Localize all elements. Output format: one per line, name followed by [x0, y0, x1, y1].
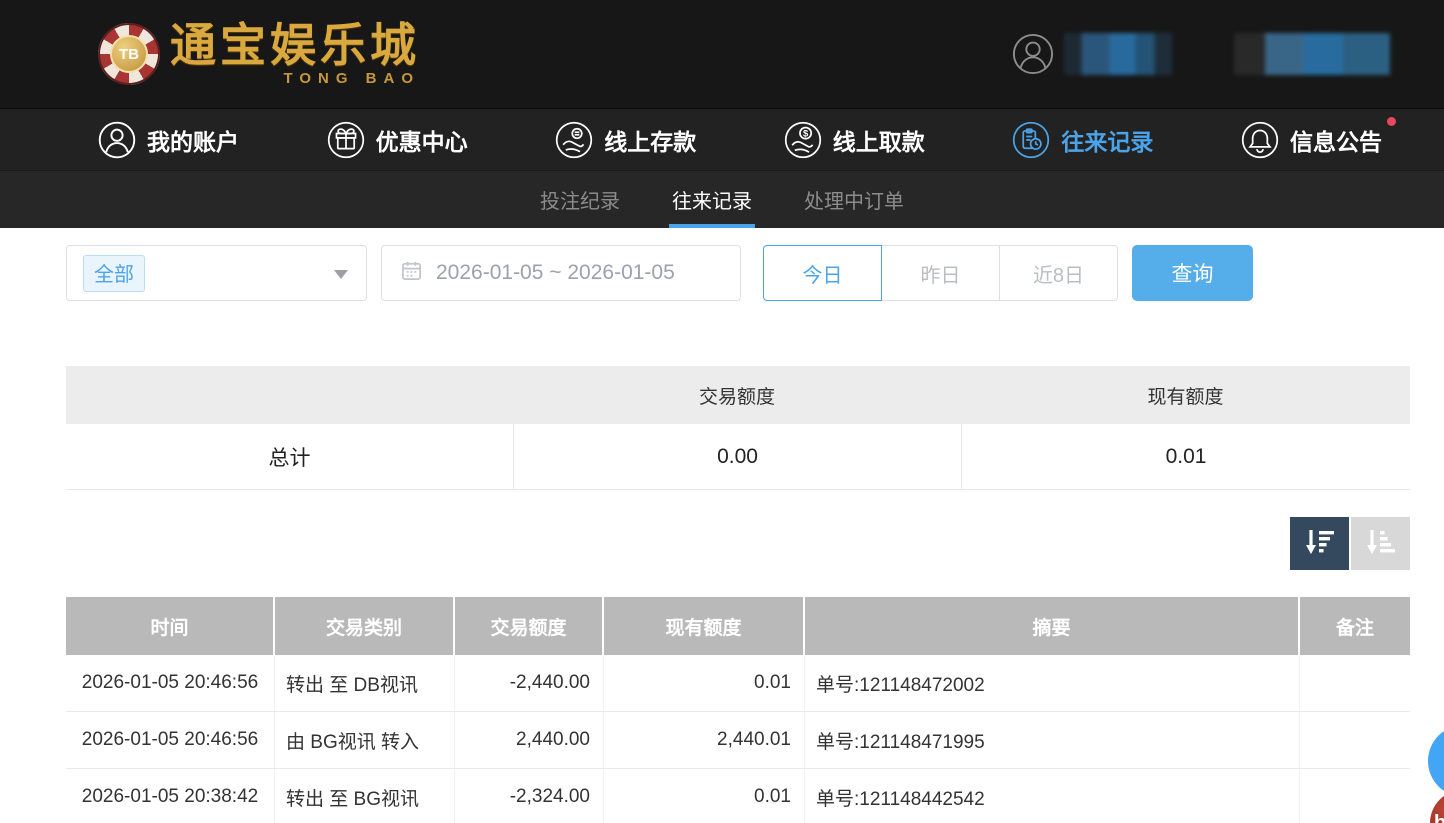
date-range-picker[interactable]: 2026-01-05 ~ 2026-01-05	[381, 245, 741, 301]
nav-item-my-account[interactable]: 我的账户	[98, 121, 239, 159]
tab-label: 投注纪录	[540, 191, 620, 213]
nav-label: 我的账户	[147, 128, 239, 155]
records-table: 时间 交易类别 交易额度 现有额度 摘要 备注 2026-01-05 20:46…	[66, 597, 1410, 823]
notification-badge	[1386, 116, 1396, 126]
sub-nav: 投注纪录 往来记录 处理中订单	[0, 170, 1444, 228]
table-row: 2026-01-05 20:46:56 由 BG视讯 转入 2,440.00 2…	[66, 712, 1410, 769]
calendar-icon	[400, 259, 423, 288]
records-header-row: 时间 交易类别 交易额度 现有额度 摘要 备注	[66, 597, 1410, 655]
records-icon	[1012, 121, 1050, 159]
sort-controls	[66, 517, 1410, 570]
nav-label: 线上存款	[604, 128, 697, 155]
cell-type: 转出 至 BG视讯	[275, 769, 455, 823]
cell-remarks	[1300, 655, 1410, 711]
service-letter: b	[1434, 811, 1444, 823]
cell-summary: 单号:121148472002	[805, 655, 1300, 711]
nav-item-promotions[interactable]: 优惠中心	[327, 121, 468, 159]
user-area	[1012, 33, 1390, 75]
brand-logo[interactable]: TB 通宝娱乐城 TONG BAO	[98, 22, 420, 87]
tab-processing-orders[interactable]: 处理中订单	[801, 171, 907, 228]
poker-chip-icon: TB	[98, 23, 160, 85]
cell-remarks	[1300, 769, 1410, 823]
brand-text: 通宝娱乐城 TONG BAO	[170, 22, 420, 87]
summary-table: 交易额度 现有额度 总计 0.00 0.01	[66, 366, 1410, 490]
deposit-icon	[555, 121, 593, 159]
summary-header-row: 交易额度 现有额度	[66, 366, 1410, 424]
nav-item-deposit[interactable]: 线上存款	[555, 121, 696, 159]
sort-asc-button[interactable]	[1351, 517, 1410, 570]
cell-type: 转出 至 DB视讯	[275, 655, 455, 711]
tab-label: 处理中订单	[804, 191, 904, 213]
topbar: TB 通宝娱乐城 TONG BAO	[0, 0, 1444, 108]
nav-label: 往来记录	[1061, 128, 1154, 155]
cell-remarks	[1300, 712, 1410, 768]
selected-type-chip: 全部	[83, 254, 145, 292]
nav-label: 线上取款	[832, 128, 925, 155]
nav-item-withdraw[interactable]: $ 线上取款	[784, 121, 925, 159]
main-nav: 我的账户 优惠中心 线上存款	[0, 108, 1444, 170]
cell-balance: 2,440.01	[604, 712, 805, 768]
censored-username	[1064, 33, 1172, 75]
svg-text:$: $	[803, 128, 809, 139]
sort-asc-icon	[1364, 527, 1398, 560]
yesterday-button[interactable]: 昨日	[881, 245, 1000, 301]
col-header-type: 交易类别	[275, 597, 455, 655]
summary-total-balance: 0.01	[961, 424, 1410, 489]
summary-header-balance: 现有额度	[1147, 386, 1224, 408]
table-row: 2026-01-05 20:38:42 转出 至 BG视讯 -2,324.00 …	[66, 769, 1410, 823]
chevron-down-icon	[334, 270, 348, 279]
summary-total-amount: 0.00	[513, 424, 961, 489]
summary-total-label: 总计	[268, 446, 311, 470]
quick-date-group: 今日 昨日 近8日	[763, 245, 1118, 301]
cell-balance: 0.01	[604, 655, 805, 711]
cell-time: 2026-01-05 20:38:42	[66, 769, 275, 823]
user-circle-icon[interactable]	[1012, 33, 1054, 75]
chip-monogram: TB	[110, 35, 148, 73]
content: 全部 2026-01-05 ~ 2026-01-05 今日 昨日 近8日 查询	[0, 245, 1444, 823]
type-dropdown[interactable]: 全部	[66, 245, 367, 301]
gift-icon	[327, 121, 365, 159]
filter-row: 全部 2026-01-05 ~ 2026-01-05 今日 昨日 近8日 查询	[66, 245, 1410, 301]
last-8-days-button[interactable]: 近8日	[999, 245, 1118, 301]
nav-label: 信息公告	[1289, 128, 1382, 155]
tab-transaction-records[interactable]: 往来记录	[669, 171, 755, 228]
nav-item-records[interactable]: 往来记录	[1012, 121, 1153, 159]
date-range-value: 2026-01-05 ~ 2026-01-05	[436, 261, 675, 284]
col-header-amount: 交易额度	[455, 597, 604, 655]
cell-balance: 0.01	[604, 769, 805, 823]
brand-name-cn: 通宝娱乐城	[170, 18, 420, 71]
cell-time: 2026-01-05 20:46:56	[66, 655, 275, 711]
sort-desc-icon	[1303, 527, 1337, 560]
cell-time: 2026-01-05 20:46:56	[66, 712, 275, 768]
today-button[interactable]: 今日	[763, 245, 882, 301]
tab-betting-records[interactable]: 投注纪录	[537, 171, 623, 228]
search-button[interactable]: 查询	[1132, 245, 1253, 301]
cell-amount: -2,440.00	[455, 655, 604, 711]
col-header-time: 时间	[66, 597, 275, 655]
col-header-balance: 现有额度	[604, 597, 805, 655]
censored-balance	[1234, 33, 1390, 75]
table-row: 2026-01-05 20:46:56 转出 至 DB视讯 -2,440.00 …	[66, 655, 1410, 712]
account-icon	[98, 121, 136, 159]
active-tab-underline	[669, 224, 755, 228]
bell-icon	[1241, 121, 1279, 159]
summary-header-amount: 交易额度	[698, 386, 775, 408]
cell-amount: -2,324.00	[455, 769, 604, 823]
tab-label: 往来记录	[672, 191, 752, 213]
summary-total-row: 总计 0.00 0.01	[66, 424, 1410, 490]
sort-desc-button[interactable]	[1290, 517, 1349, 570]
cell-summary: 单号:121148442542	[805, 769, 1300, 823]
nav-item-announcements[interactable]: 信息公告	[1241, 116, 1396, 159]
nav-label: 优惠中心	[375, 128, 468, 155]
col-header-remarks: 备注	[1335, 617, 1374, 639]
brand-name-en: TONG BAO	[283, 69, 420, 87]
col-header-summary: 摘要	[805, 597, 1300, 655]
withdraw-icon: $	[784, 121, 822, 159]
floating-chat-button[interactable]	[1428, 725, 1444, 797]
cell-summary: 单号:121148471995	[805, 712, 1300, 768]
cell-type: 由 BG视讯 转入	[275, 712, 455, 768]
cell-amount: 2,440.00	[455, 712, 604, 768]
